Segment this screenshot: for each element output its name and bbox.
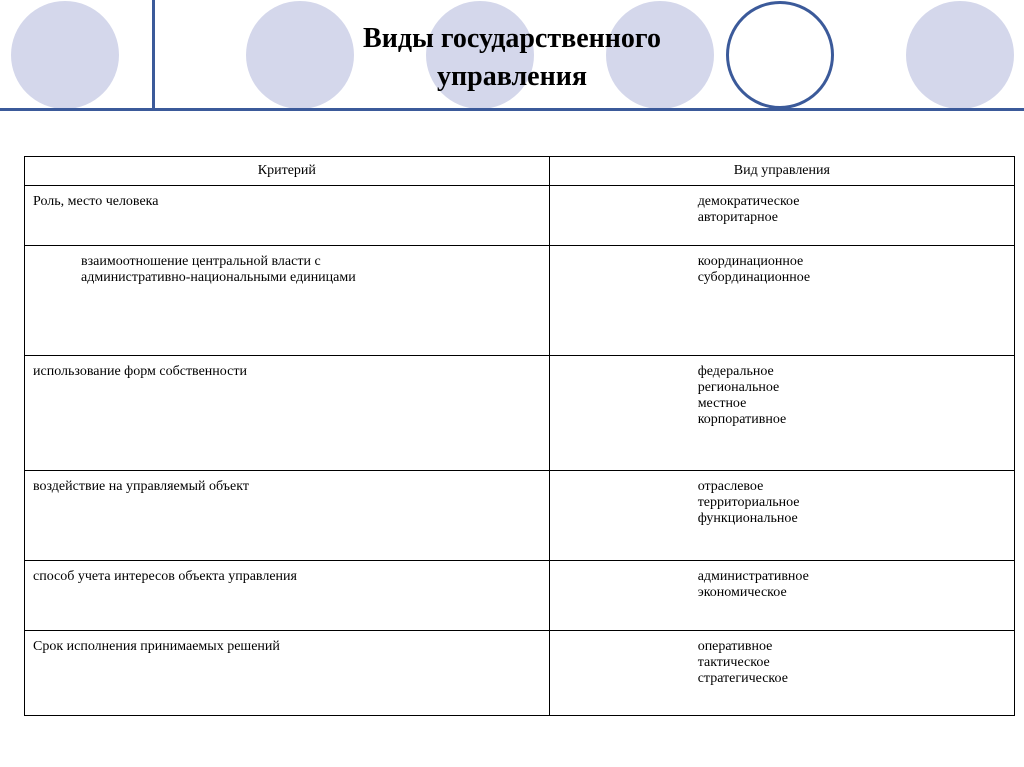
type-cell: оперативное тактическое стратегическое <box>549 631 1014 716</box>
criterion-cell: воздействие на управляемый объект <box>25 471 550 561</box>
type-text: административное экономическое <box>558 569 1008 601</box>
criterion-cell: способ учета интересов объекта управлени… <box>25 561 550 631</box>
table-row: Роль, место человека демократическое авто… <box>25 186 1015 246</box>
table-row: использование форм собственности федераль… <box>25 356 1015 471</box>
types-table-container: Критерий Вид управления Роль, место чело… <box>24 156 1015 716</box>
page-title: Виды государственного управления <box>0 20 1024 96</box>
type-text: координационное субординационное <box>558 254 1008 286</box>
criterion-text: воздействие на управляемый объект <box>33 479 543 495</box>
criterion-text: Срок исполнения принимаемых решений <box>33 639 543 655</box>
type-cell: координационное субординационное <box>549 246 1014 356</box>
table-row: способ учета интересов объекта управлени… <box>25 561 1015 631</box>
column-header-criterion: Критерий <box>25 157 550 186</box>
column-header-type: Вид управления <box>549 157 1014 186</box>
criterion-cell: Срок исполнения принимаемых решений <box>25 631 550 716</box>
table-row: взаимоотношение центральной власти с адм… <box>25 246 1015 356</box>
types-table: Критерий Вид управления Роль, место чело… <box>24 156 1015 716</box>
type-cell: демократическое авторитарное <box>549 186 1014 246</box>
type-cell: отраслевое территориальное функционально… <box>549 471 1014 561</box>
horizontal-accent-line <box>0 108 1024 111</box>
type-cell: федеральное региональное местное корпора… <box>549 356 1014 471</box>
criterion-cell: использование форм собственности <box>25 356 550 471</box>
criterion-cell: Роль, место человека <box>25 186 550 246</box>
title-line-2: управления <box>0 58 1024 96</box>
criterion-text: Роль, место человека <box>33 194 543 210</box>
title-line-1: Виды государственного <box>0 20 1024 58</box>
type-text: федеральное региональное местное корпора… <box>558 364 1008 428</box>
criterion-cell: взаимоотношение центральной власти с адм… <box>25 246 550 356</box>
table-header-row: Критерий Вид управления <box>25 157 1015 186</box>
criterion-text: взаимоотношение центральной власти с адм… <box>33 254 543 286</box>
table-row: Срок исполнения принимаемых решений опера… <box>25 631 1015 716</box>
type-text: оперативное тактическое стратегическое <box>558 639 1008 687</box>
type-text: отраслевое территориальное функционально… <box>558 479 1008 527</box>
type-cell: административное экономическое <box>549 561 1014 631</box>
criterion-text: использование форм собственности <box>33 364 543 380</box>
type-text: демократическое авторитарное <box>558 194 1008 226</box>
criterion-text: способ учета интересов объекта управлени… <box>33 569 543 585</box>
table-row: воздействие на управляемый объект отрасле… <box>25 471 1015 561</box>
